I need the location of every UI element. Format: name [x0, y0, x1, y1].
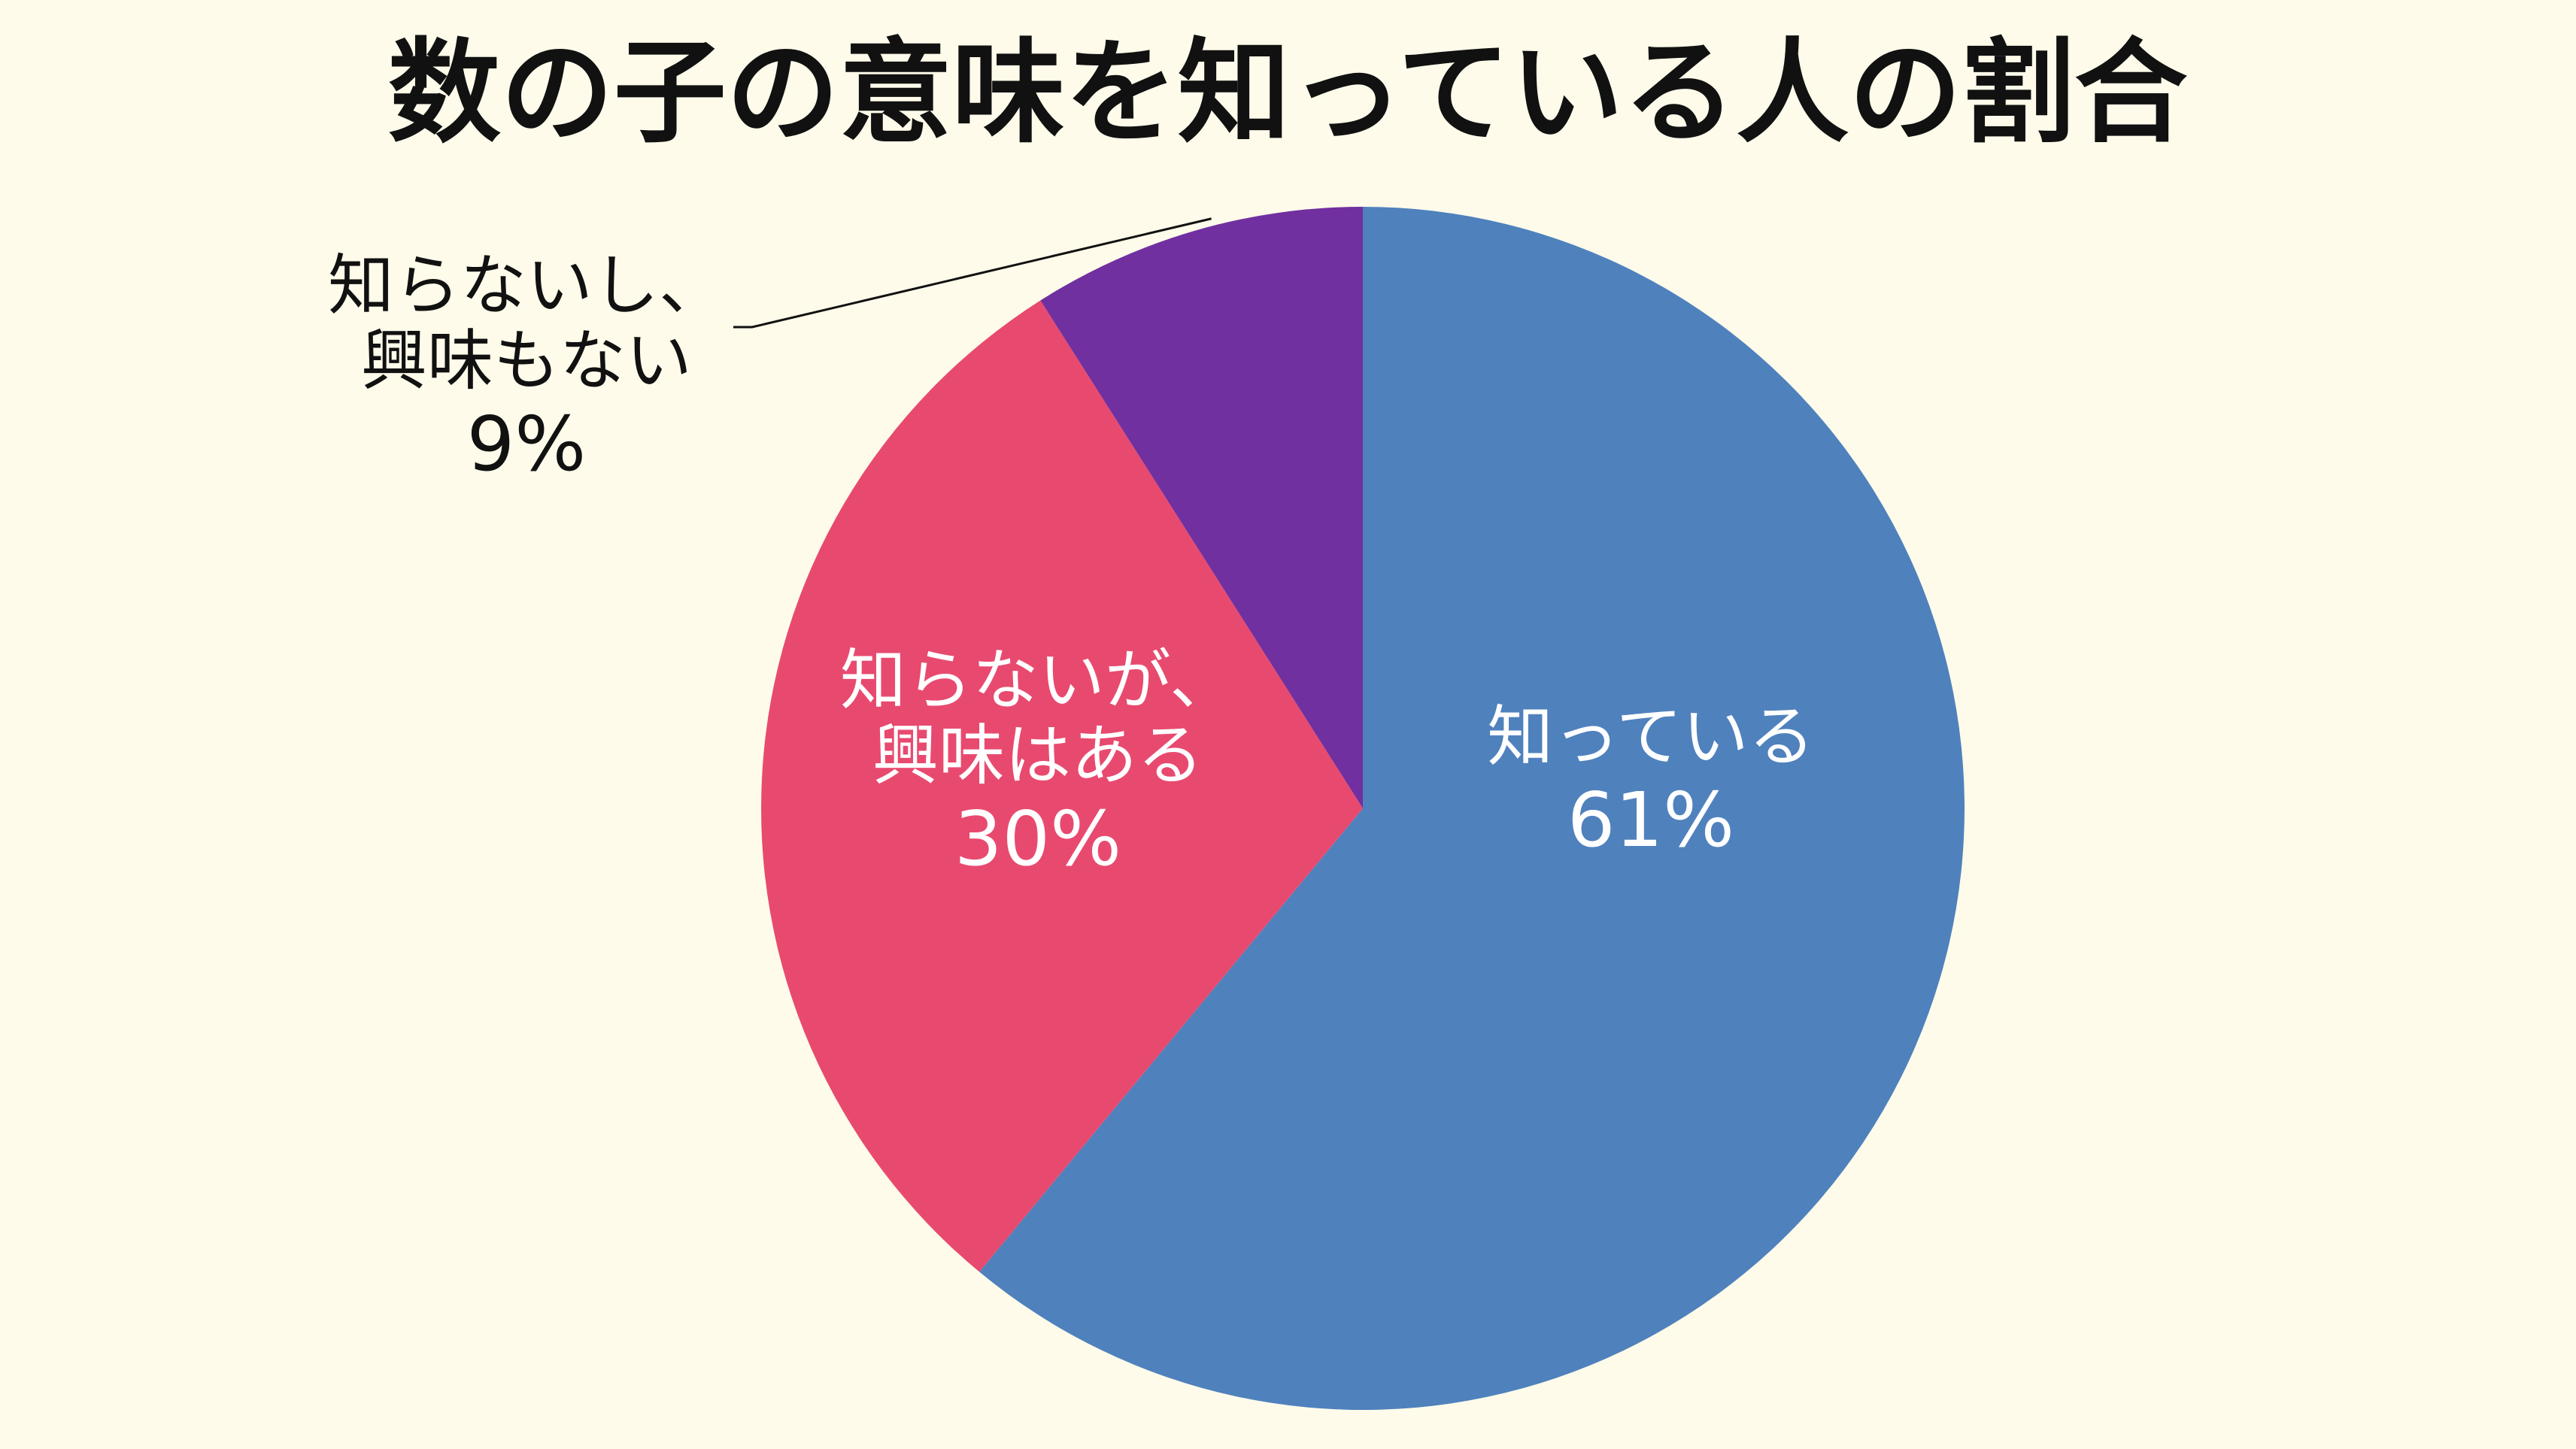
- slice-value-label-1: 61%: [1567, 776, 1734, 864]
- slice-label-3-line-1: 知らないし、: [328, 247, 725, 324]
- pie-slice-2: [761, 300, 1363, 1272]
- leader-lines: [733, 217, 1212, 329]
- slice-label-1-line-1: 知っている: [1487, 698, 1815, 775]
- slice-label-2-line-1: 知らないが、: [840, 641, 1236, 719]
- leader-line-3: [733, 217, 1212, 329]
- chart-title: 数の子の意味を知っている人の割合: [388, 28, 2188, 159]
- slice-label-3-line-2: 興味もない: [361, 322, 692, 399]
- pie-slice-3: [1040, 207, 1363, 808]
- slice-value-label-2: 30%: [954, 795, 1121, 883]
- slice-label-2-line-2: 興味はある: [872, 717, 1203, 794]
- pie-slice-1: [979, 207, 1965, 1410]
- pie-slices: [761, 207, 1965, 1410]
- slice-value-label-3: 9%: [467, 400, 587, 488]
